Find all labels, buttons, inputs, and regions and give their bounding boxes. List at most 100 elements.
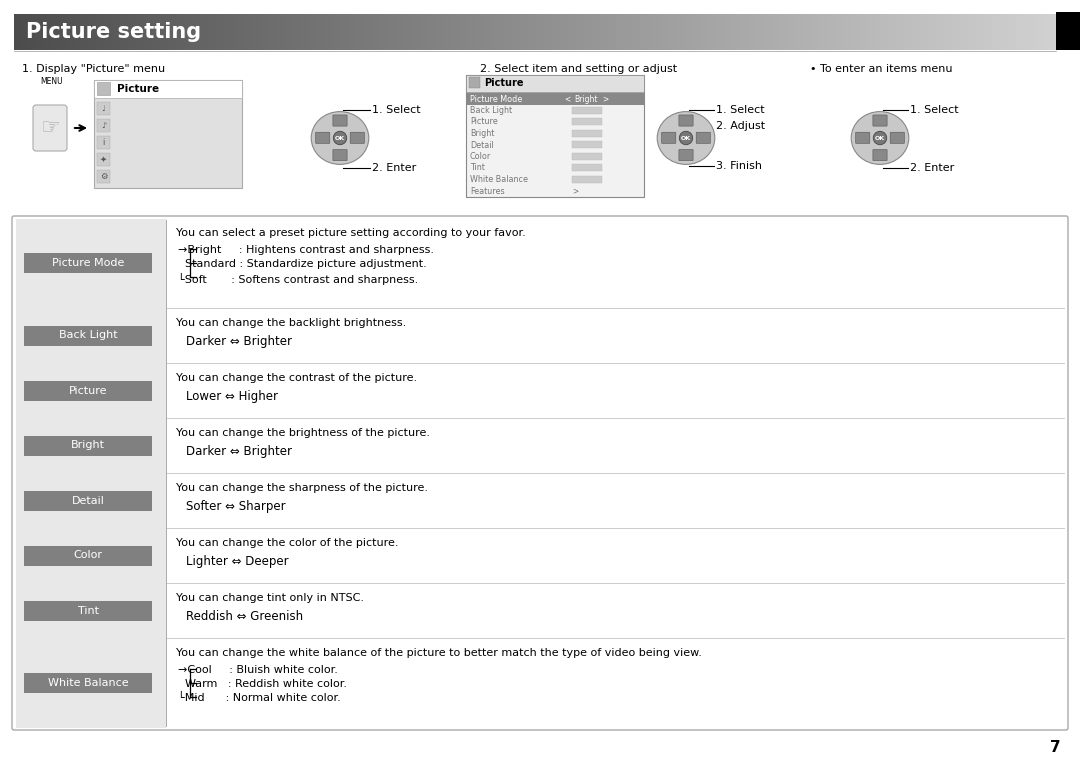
Bar: [24, 491, 152, 511]
Bar: [572, 152, 602, 160]
Bar: [16, 528, 166, 583]
Text: ♩: ♩: [102, 104, 106, 113]
Text: ☞: ☞: [40, 118, 60, 138]
Text: Bright: Bright: [573, 94, 597, 103]
Bar: [24, 435, 152, 456]
Text: ♪: ♪: [100, 121, 106, 130]
Bar: [97, 153, 110, 166]
Text: Back Light: Back Light: [58, 330, 118, 340]
FancyBboxPatch shape: [350, 132, 364, 143]
Text: You can change the backlight brightness.: You can change the backlight brightness.: [176, 318, 406, 328]
Bar: [469, 77, 480, 88]
Text: Bright: Bright: [71, 441, 105, 451]
Bar: [16, 418, 166, 473]
FancyBboxPatch shape: [12, 216, 1068, 730]
Text: You can change the brightness of the picture.: You can change the brightness of the pic…: [176, 428, 430, 438]
Text: i: i: [103, 138, 105, 147]
Text: 1. Select: 1. Select: [716, 105, 765, 115]
Bar: [97, 102, 110, 115]
Text: └Mid      : Normal white color.: └Mid : Normal white color.: [178, 693, 341, 703]
Bar: [16, 363, 166, 418]
Bar: [16, 583, 166, 638]
Text: Tint: Tint: [470, 164, 485, 173]
Text: OK: OK: [335, 135, 346, 141]
Bar: [94, 80, 242, 98]
Text: ⚙: ⚙: [99, 172, 107, 181]
FancyBboxPatch shape: [890, 132, 904, 143]
Text: MENU: MENU: [41, 77, 64, 86]
Text: 1. Select: 1. Select: [372, 105, 420, 115]
Text: Darker ⇔ Brighter: Darker ⇔ Brighter: [186, 335, 292, 348]
Text: Darker ⇔ Brighter: Darker ⇔ Brighter: [186, 445, 292, 458]
Bar: [97, 136, 110, 149]
Text: Lighter ⇔ Deeper: Lighter ⇔ Deeper: [186, 555, 288, 568]
Bar: [465, 75, 644, 92]
Text: 2. Enter: 2. Enter: [910, 163, 955, 173]
Text: Picture setting: Picture setting: [26, 22, 201, 42]
Text: Picture: Picture: [117, 84, 159, 94]
Text: You can change tint only in NTSC.: You can change tint only in NTSC.: [176, 593, 364, 603]
Text: OK: OK: [875, 135, 886, 141]
Bar: [572, 129, 602, 136]
Text: Color: Color: [470, 152, 491, 161]
Text: Color: Color: [73, 550, 103, 561]
Bar: [572, 164, 602, 171]
Text: You can select a preset picture setting according to your favor.: You can select a preset picture setting …: [176, 228, 526, 238]
Text: →Bright     : Hightens contrast and sharpness.: →Bright : Hightens contrast and sharpnes…: [178, 245, 434, 255]
Text: Bright: Bright: [470, 129, 495, 138]
Text: Back Light: Back Light: [470, 106, 512, 115]
Bar: [24, 600, 152, 620]
Text: You can change the color of the picture.: You can change the color of the picture.: [176, 538, 399, 548]
Ellipse shape: [851, 112, 908, 164]
Bar: [572, 176, 602, 183]
Text: 2. Select item and setting or adjust: 2. Select item and setting or adjust: [480, 64, 677, 74]
Text: Picture: Picture: [484, 78, 524, 88]
Text: Warm   : Reddish white color.: Warm : Reddish white color.: [178, 679, 347, 689]
Text: Picture Mode: Picture Mode: [470, 94, 523, 103]
Bar: [24, 380, 152, 400]
Bar: [1056, 12, 1080, 50]
Text: White Balance: White Balance: [48, 678, 129, 688]
Text: Standard : Standardize picture adjustment.: Standard : Standardize picture adjustmen…: [178, 259, 427, 269]
FancyBboxPatch shape: [33, 105, 67, 151]
Ellipse shape: [658, 112, 715, 164]
Ellipse shape: [311, 112, 368, 164]
Circle shape: [334, 132, 347, 145]
Circle shape: [679, 132, 692, 145]
FancyBboxPatch shape: [855, 132, 869, 143]
FancyBboxPatch shape: [333, 149, 347, 161]
Text: Reddish ⇔ Greenish: Reddish ⇔ Greenish: [186, 610, 303, 623]
FancyBboxPatch shape: [315, 132, 329, 143]
Text: OK: OK: [680, 135, 691, 141]
Text: Detail: Detail: [470, 141, 494, 149]
FancyBboxPatch shape: [873, 149, 887, 161]
Text: Lower ⇔ Higher: Lower ⇔ Higher: [186, 390, 278, 403]
Text: 2. Enter: 2. Enter: [372, 163, 416, 173]
Bar: [97, 170, 110, 183]
FancyBboxPatch shape: [333, 115, 347, 126]
FancyBboxPatch shape: [679, 149, 693, 161]
Bar: [572, 107, 602, 113]
Text: You can change the sharpness of the picture.: You can change the sharpness of the pict…: [176, 483, 428, 493]
Bar: [24, 673, 152, 693]
Text: You can change the contrast of the picture.: You can change the contrast of the pictu…: [176, 373, 417, 383]
FancyBboxPatch shape: [873, 115, 887, 126]
Bar: [16, 308, 166, 363]
Bar: [465, 93, 644, 105]
Text: White Balance: White Balance: [470, 175, 528, 184]
Circle shape: [874, 132, 887, 145]
Text: 7: 7: [1050, 740, 1061, 756]
Text: >: >: [572, 186, 578, 196]
Bar: [24, 326, 152, 345]
Bar: [465, 75, 644, 197]
Bar: [572, 118, 602, 125]
Bar: [16, 473, 166, 528]
Bar: [16, 638, 166, 728]
Text: └Soft       : Softens contrast and sharpness.: └Soft : Softens contrast and sharpness.: [178, 273, 418, 285]
Bar: [16, 219, 166, 308]
Text: ✦: ✦: [100, 155, 107, 164]
FancyBboxPatch shape: [697, 132, 711, 143]
Text: >: >: [602, 94, 608, 103]
Text: Features: Features: [470, 186, 504, 196]
Text: Picture Mode: Picture Mode: [52, 258, 124, 268]
